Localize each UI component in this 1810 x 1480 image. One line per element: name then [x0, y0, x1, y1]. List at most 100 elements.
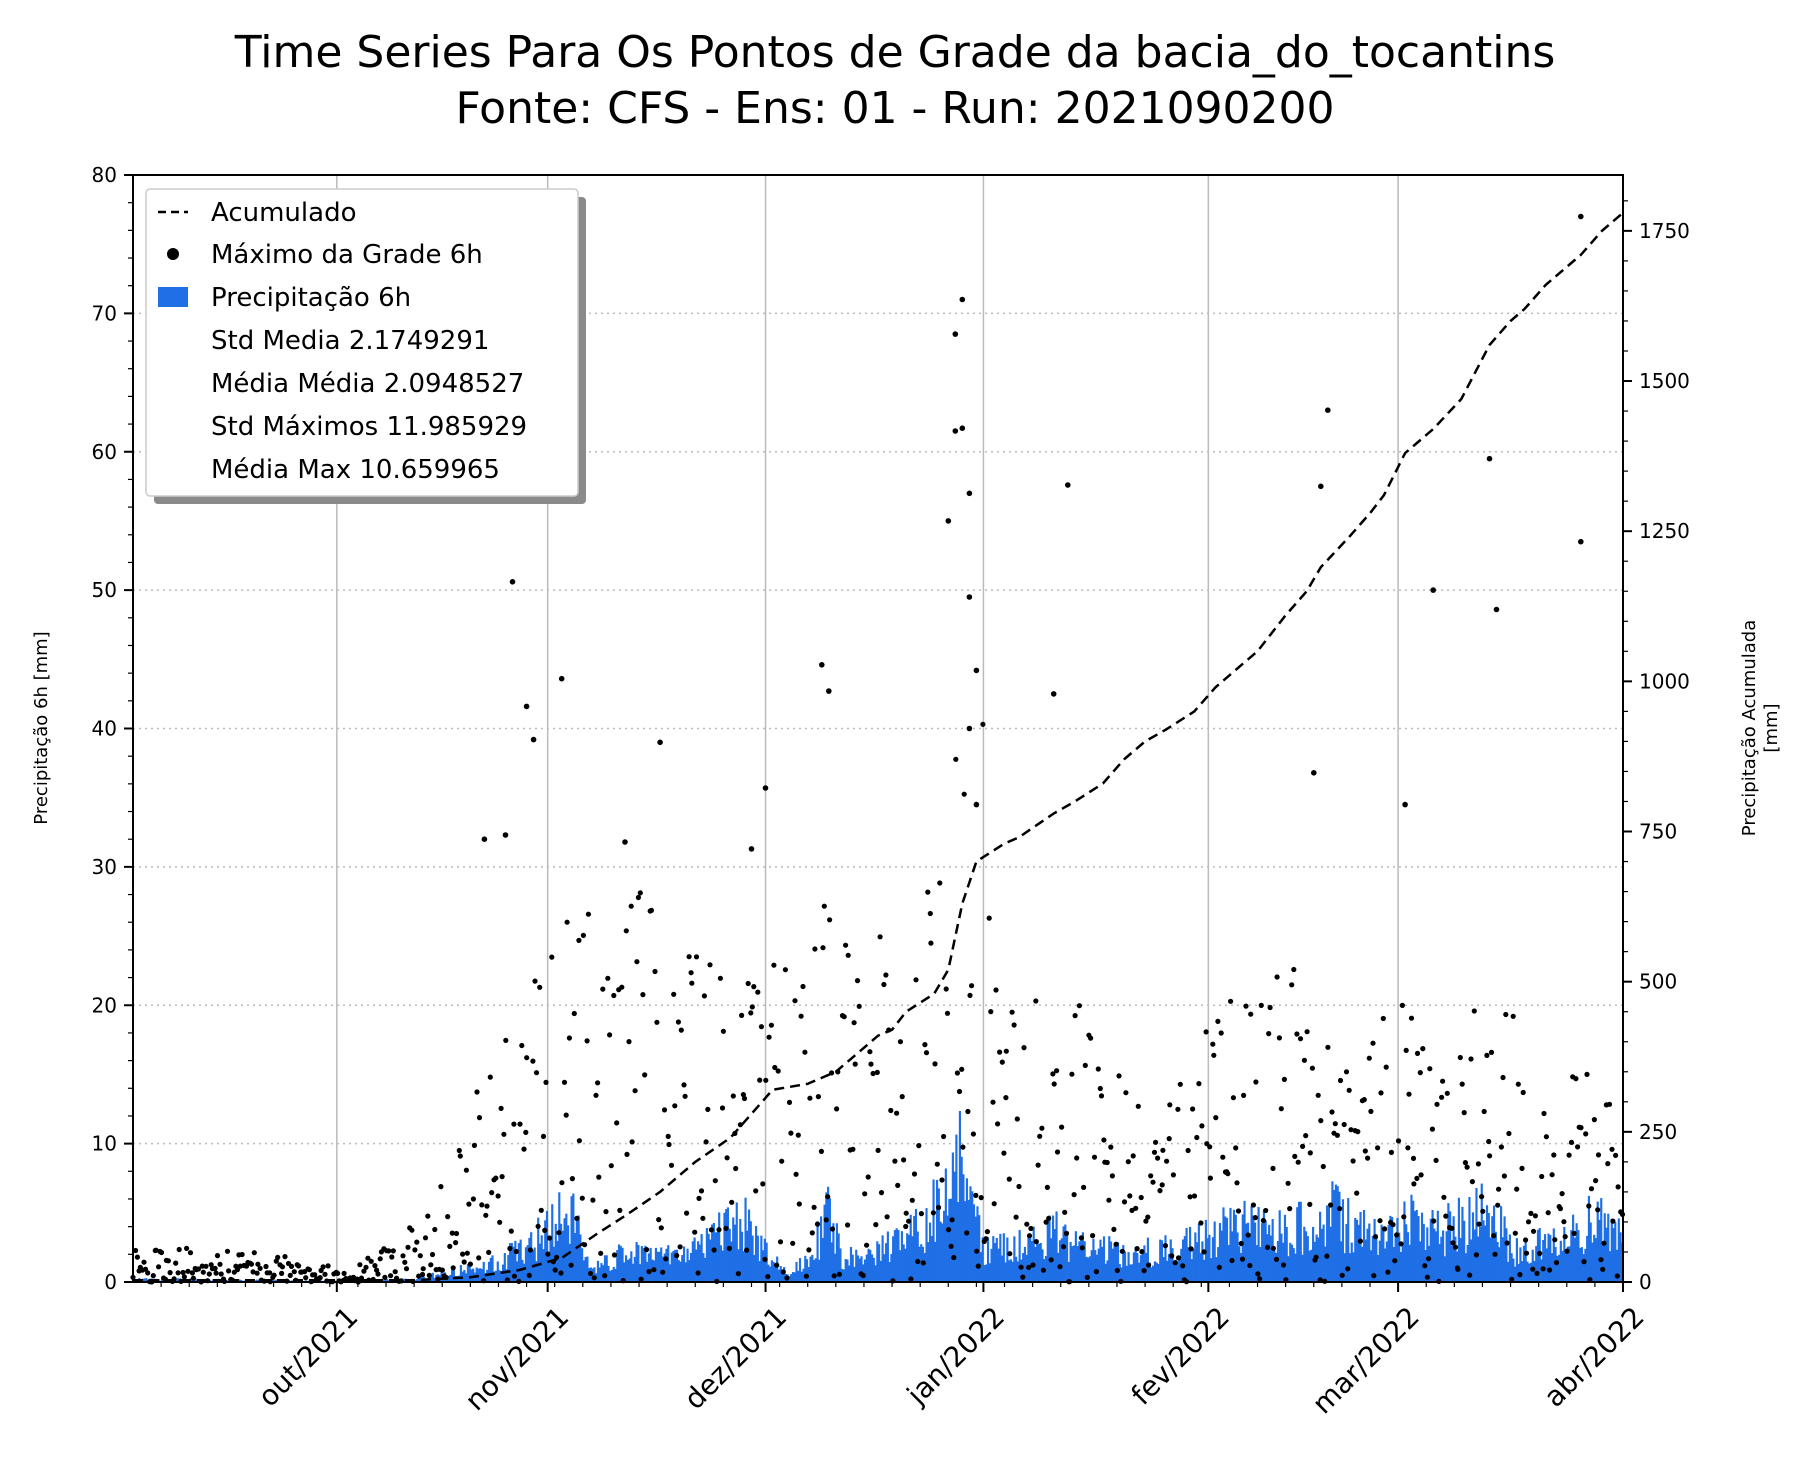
- precip-bar: [143, 1278, 146, 1282]
- precip-bar: [1273, 1250, 1276, 1282]
- max-dot: [173, 1260, 179, 1266]
- max-dot: [1605, 1161, 1611, 1167]
- precip-bar: [962, 1174, 965, 1282]
- max-dot: [834, 1106, 840, 1112]
- precip-bar: [863, 1259, 867, 1282]
- max-dot: [1595, 1152, 1602, 1158]
- max-dot: [1431, 1218, 1437, 1224]
- precip-bar: [639, 1264, 642, 1282]
- max-dot: [1467, 1272, 1473, 1278]
- precip-bar: [1535, 1246, 1538, 1282]
- max-dot: [821, 903, 827, 909]
- precip-bar: [735, 1202, 738, 1282]
- precip-bar: [649, 1247, 652, 1282]
- precip-bar: [839, 1248, 842, 1282]
- precip-bar: [658, 1251, 661, 1282]
- precip-bar: [1167, 1253, 1171, 1282]
- max-dot: [795, 1132, 801, 1138]
- precip-bar: [1334, 1184, 1337, 1282]
- max-dot: [755, 989, 761, 995]
- precip-bar: [1173, 1262, 1176, 1282]
- max-dot: [695, 1270, 701, 1276]
- precip-bar: [1245, 1223, 1248, 1282]
- legend-label-media-media: Média Média 2.0948527: [211, 369, 524, 399]
- max-dot: [1253, 1079, 1259, 1085]
- max-dot: [624, 1151, 630, 1157]
- precip-bar: [1015, 1256, 1018, 1282]
- left-y-tick-label: 60: [92, 440, 117, 464]
- precip-bar: [633, 1256, 636, 1282]
- max-dot: [335, 1270, 341, 1276]
- precip-bar: [893, 1230, 896, 1282]
- precip-bar: [1285, 1226, 1288, 1282]
- max-dot: [590, 1197, 596, 1203]
- precip-bar: [514, 1240, 517, 1282]
- max-dot: [447, 1243, 453, 1249]
- max-dot-peak: [966, 490, 973, 497]
- precip-bar: [1066, 1231, 1069, 1282]
- max-dot: [1534, 1270, 1540, 1276]
- precip-bar: [1426, 1227, 1429, 1282]
- max-dot: [576, 937, 582, 944]
- precip-bar: [689, 1252, 693, 1282]
- precip-bar: [1357, 1224, 1360, 1282]
- max-dot: [617, 1207, 623, 1213]
- precip-bar: [1468, 1197, 1471, 1282]
- max-dot: [1257, 1276, 1263, 1282]
- precip-bar: [816, 1221, 819, 1282]
- max-dot: [1114, 1267, 1120, 1274]
- max-dot: [1044, 1184, 1050, 1190]
- precip-bar: [1092, 1238, 1095, 1282]
- max-dot: [1561, 1219, 1567, 1225]
- max-dot: [901, 1157, 907, 1163]
- max-dot: [991, 1201, 997, 1207]
- max-dot: [1035, 1162, 1041, 1168]
- max-dot: [1145, 1214, 1151, 1220]
- precip-bar: [716, 1231, 719, 1282]
- max-dot: [760, 1181, 766, 1187]
- precip-bar: [1361, 1246, 1364, 1282]
- max-dot: [850, 1146, 856, 1152]
- max-dot: [877, 934, 883, 940]
- max-dot: [1487, 1153, 1493, 1159]
- precip-bar: [830, 1242, 833, 1282]
- max-dot: [1060, 1244, 1067, 1250]
- max-dot: [744, 1247, 750, 1253]
- precip-bar: [1482, 1220, 1485, 1282]
- max-dot: [845, 1222, 851, 1228]
- max-dot: [1304, 1029, 1310, 1035]
- precip-bar: [790, 1274, 793, 1282]
- precip-bar: [1008, 1260, 1011, 1282]
- precip-bar: [1607, 1213, 1610, 1282]
- max-dot: [1328, 1202, 1334, 1208]
- precip-bar: [545, 1210, 549, 1282]
- precip-bar: [275, 1279, 278, 1282]
- max-dot: [288, 1263, 295, 1269]
- precip-bar: [1475, 1188, 1478, 1282]
- precip-bar: [661, 1256, 665, 1282]
- precip-bar: [384, 1279, 387, 1282]
- chart-title-line-1: Time Series Para Os Pontos de Grade da b…: [234, 27, 1556, 78]
- precip-bar: [860, 1256, 863, 1282]
- max-dot: [1568, 1139, 1575, 1145]
- max-dot: [1355, 1129, 1361, 1135]
- max-dot: [753, 1188, 759, 1194]
- precip-bar: [1064, 1224, 1067, 1282]
- precip-bar: [832, 1223, 835, 1282]
- max-dot: [1239, 1256, 1246, 1262]
- precip-bar: [899, 1250, 902, 1282]
- max-dot: [806, 1247, 812, 1253]
- precip-bar: [1596, 1201, 1599, 1282]
- x-tick-label: abr/2022: [1537, 1300, 1650, 1413]
- max-dot-peak: [657, 739, 663, 746]
- max-dot: [656, 1217, 662, 1223]
- max-dot: [580, 932, 587, 939]
- max-dot: [476, 1255, 482, 1261]
- precip-bar: [1090, 1250, 1093, 1282]
- max-dot: [495, 1193, 501, 1199]
- max-dot: [432, 1226, 438, 1233]
- max-dot: [291, 1269, 297, 1275]
- precip-bar: [1378, 1240, 1381, 1282]
- precip-bar: [1480, 1183, 1483, 1282]
- precip-bar: [1083, 1241, 1086, 1282]
